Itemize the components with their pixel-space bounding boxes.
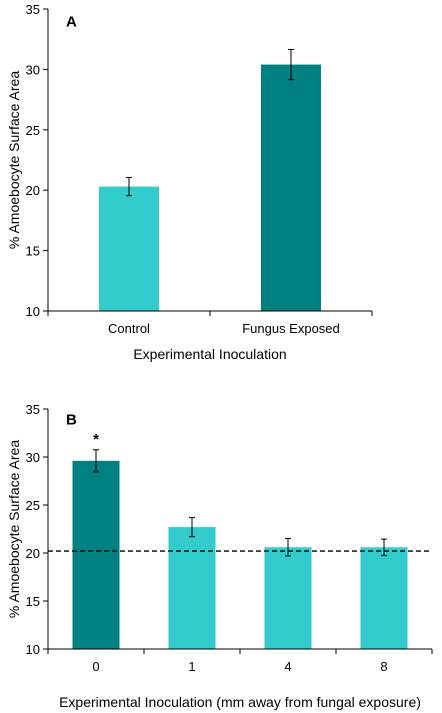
y-tick-label-b: 25	[26, 498, 40, 513]
bar-b-3	[360, 547, 408, 649]
y-tick-label-a: 10	[26, 304, 40, 319]
significance-star: *	[93, 431, 99, 448]
bar-b-2	[264, 547, 312, 649]
error-bar-a-0	[126, 177, 132, 197]
chart-panel-b: B * 10 15 20 25 30 35 0 1 4 8 Experimental Inoculati…	[6, 402, 433, 710]
y-axis-title-a: % Amoebocyte Surface Area	[6, 71, 22, 249]
x-tick-label-b: 0	[92, 659, 99, 674]
y-tick-label-a: 20	[26, 183, 40, 198]
y-tick-label-b: 30	[26, 450, 40, 465]
x-axis-title-b: Experimental Inoculation (mm away from f…	[59, 694, 421, 710]
y-tick-label-a: 25	[26, 123, 40, 138]
x-tick-label-b: 8	[380, 659, 387, 674]
x-tick-label-b: 1	[188, 659, 195, 674]
error-bar-b-1	[189, 516, 195, 538]
y-tick-label-b: 10	[26, 642, 40, 657]
error-bar-b-0	[93, 449, 99, 473]
y-tick-label-b: 15	[26, 594, 40, 609]
y-tick-label-a: 35	[26, 2, 40, 17]
y-tick-label-b: 20	[26, 546, 40, 561]
y-tick-label-a: 15	[26, 244, 40, 259]
bar-a-0	[99, 186, 159, 311]
panel-label-a: A	[66, 13, 77, 30]
bar-b-0	[72, 460, 120, 649]
bar-b-1	[168, 527, 216, 649]
bar-a-1	[261, 64, 321, 312]
y-tick-label-b: 35	[26, 402, 40, 417]
chart-panel-a: A 10 15 20 25 30 35 Control Fungus Exposed Experi…	[6, 2, 373, 362]
error-bar-a-1	[288, 48, 294, 81]
x-tick-label-b: 4	[284, 659, 291, 674]
x-tick-label-a: Control	[108, 321, 150, 336]
y-tick-label-a: 30	[26, 62, 40, 77]
y-axis-title-b: % Amoebocyte Surface Area	[6, 440, 22, 618]
x-tick-label-a: Fungus Exposed	[242, 321, 340, 336]
panel-label-b: B	[66, 411, 77, 428]
error-bar-b-2	[285, 538, 291, 557]
x-axis-title-a: Experimental Inoculation	[133, 346, 286, 362]
error-bar-b-3	[381, 538, 387, 556]
